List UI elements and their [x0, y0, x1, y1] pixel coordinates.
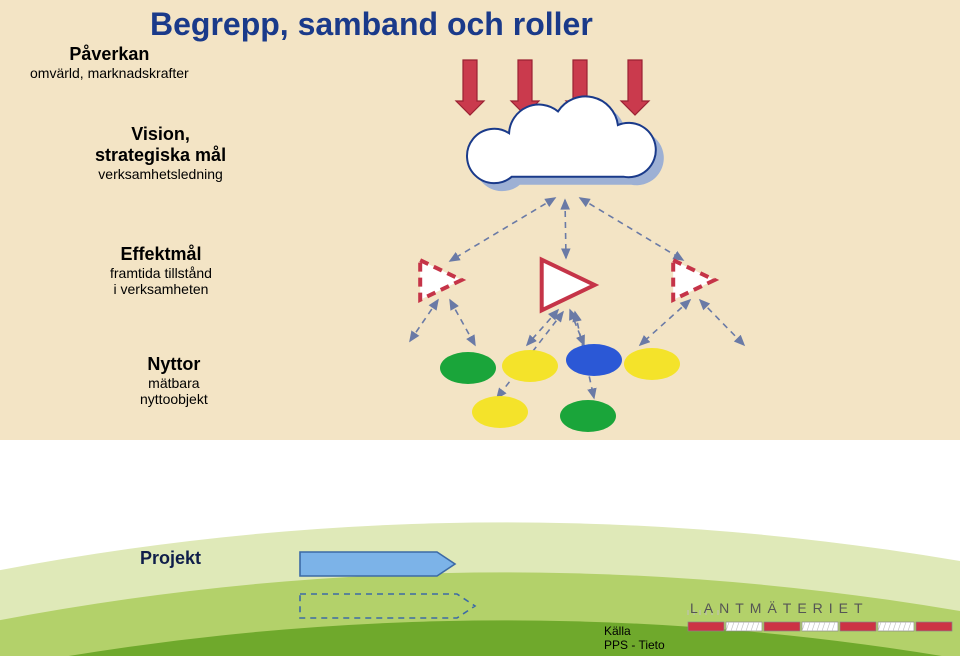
label-effektmal-s1: framtida tillstånd	[110, 265, 212, 281]
ellipse-node	[624, 348, 680, 380]
source-credit: Källa PPS - Tieto	[604, 624, 665, 652]
project-arrow-icon	[300, 594, 475, 618]
label-nyttor-s2: nyttoobjekt	[140, 391, 208, 407]
brand-bar-segment	[840, 622, 876, 631]
label-projekt-h: Projekt	[140, 548, 201, 568]
connector-line	[570, 310, 584, 345]
brand-wordmark: LANTMÄTERIET	[690, 600, 869, 616]
connector-line	[565, 200, 566, 258]
connector-line	[700, 300, 744, 345]
ellipse-node	[566, 344, 622, 376]
label-effektmal-h: Effektmål	[110, 244, 212, 265]
label-vision-h2: strategiska mål	[95, 145, 226, 166]
label-effektmal-s2: i verksamheten	[110, 281, 212, 297]
source-line2: PPS - Tieto	[604, 638, 665, 652]
connector-line	[580, 198, 683, 260]
ellipse-nodes	[440, 344, 680, 432]
down-arrow-icon	[456, 60, 484, 115]
label-projekt: Projekt	[140, 548, 201, 569]
ellipse-node	[472, 396, 528, 428]
label-paverkan-s: omvärld, marknadskrafter	[30, 65, 189, 81]
brand-bar-segment	[688, 622, 724, 631]
label-nyttor-h: Nyttor	[140, 354, 208, 375]
down-arrow-icon	[621, 60, 649, 115]
label-nyttor-s1: mätbara	[140, 375, 208, 391]
diagram-stage: Begrepp, samband och roller Påverkan omv…	[0, 0, 960, 656]
label-vision: Vision, strategiska mål verksamhetsledni…	[95, 124, 226, 182]
label-nyttor: Nyttor mätbara nyttoobjekt	[140, 354, 208, 407]
connector-line	[450, 198, 555, 261]
brand-bar-segment	[916, 622, 952, 631]
project-arrows	[300, 552, 475, 618]
label-vision-h1: Vision,	[95, 124, 226, 145]
label-effektmal: Effektmål framtida tillstånd i verksamhe…	[110, 244, 212, 297]
page-title: Begrepp, samband och roller	[150, 6, 593, 43]
triangle-node-icon	[542, 260, 595, 311]
connector-line	[410, 300, 438, 341]
connector-line	[640, 300, 690, 345]
source-line1: Källa	[604, 624, 665, 638]
triangle-nodes	[420, 260, 714, 311]
label-vision-s: verksamhetsledning	[95, 166, 226, 182]
triangle-node-icon	[673, 260, 714, 300]
brand-bar-segment	[764, 622, 800, 631]
ellipse-node	[502, 350, 558, 382]
triangle-node-icon	[420, 260, 461, 300]
label-paverkan: Påverkan omvärld, marknadskrafter	[30, 44, 189, 81]
ellipse-node	[560, 400, 616, 432]
label-paverkan-h: Påverkan	[30, 44, 189, 65]
connector-line	[450, 300, 475, 345]
project-arrow-icon	[300, 552, 455, 576]
cloud-icon	[467, 96, 656, 183]
ellipse-node	[440, 352, 496, 384]
